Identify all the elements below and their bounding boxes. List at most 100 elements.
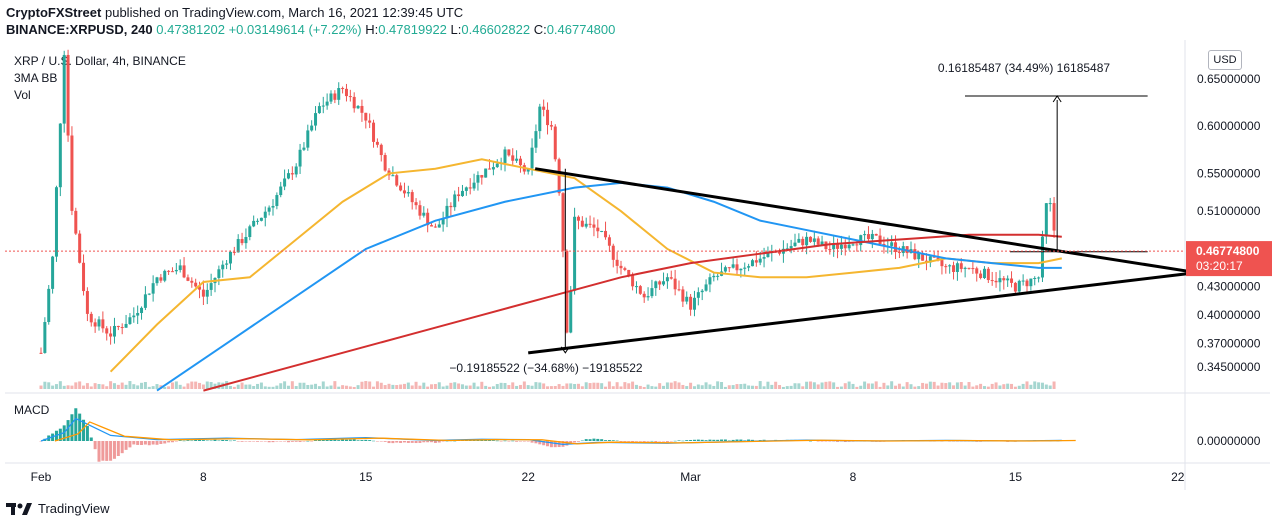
macd-histogram-bar xyxy=(990,441,994,442)
grid xyxy=(5,40,1270,490)
last-price-badge xyxy=(1186,241,1272,277)
macd-histogram-bar xyxy=(700,439,704,441)
macd-histogram-bar xyxy=(909,440,913,441)
candle-body xyxy=(553,126,557,160)
macd-histogram-bar xyxy=(495,440,499,442)
volume-bar xyxy=(101,384,105,389)
macd-histogram-bar xyxy=(754,440,758,441)
macd-histogram-bar xyxy=(1040,440,1044,441)
volume-bar xyxy=(213,383,217,389)
tradingview-brand: TradingView xyxy=(38,501,110,516)
tradingview-logo[interactable]: TradingView xyxy=(6,501,110,516)
macd-histogram-bar xyxy=(781,440,785,442)
volume-bar xyxy=(437,382,441,389)
volume-bar xyxy=(932,381,936,389)
volume-bar xyxy=(685,386,689,389)
published-text: published on TradingView.com, March 16, … xyxy=(104,5,464,20)
macd-histogram-bar xyxy=(963,441,967,442)
volume-bar xyxy=(642,386,646,389)
volume-bar xyxy=(406,382,410,389)
volume-bar xyxy=(488,386,492,389)
candle-body xyxy=(426,212,430,226)
candle-body xyxy=(58,123,62,188)
volume-bar xyxy=(1013,386,1017,389)
macd-pane xyxy=(39,408,1076,462)
macd-histogram-bar xyxy=(634,441,638,442)
macd-histogram-bar xyxy=(998,441,1002,442)
macd-tick-label: 0.00000000 xyxy=(1197,434,1261,448)
macd-histogram-bar xyxy=(298,441,302,443)
volume-bar xyxy=(147,386,151,389)
candle-body xyxy=(201,289,205,297)
volume-bar xyxy=(360,381,364,389)
candle-body xyxy=(294,166,298,175)
macd-histogram-bar xyxy=(372,440,376,442)
macd-histogram-bar xyxy=(271,441,275,443)
macd-histogram-bar xyxy=(290,441,294,442)
candle-body xyxy=(866,234,870,240)
macd-histogram-bar xyxy=(979,441,983,442)
macd-histogram-bar xyxy=(518,441,522,442)
candle-body xyxy=(468,187,472,189)
x-tick-label: 15 xyxy=(359,470,373,484)
volume-bar xyxy=(159,385,163,389)
y-tick-label: 0.65000000 xyxy=(1197,72,1261,86)
macd-histogram-bar xyxy=(770,440,774,442)
candle-body xyxy=(298,149,302,167)
candle-body xyxy=(1025,280,1029,287)
volume-bar xyxy=(936,385,940,389)
y-tick-label: 0.51000000 xyxy=(1197,204,1261,218)
candle-body xyxy=(778,251,782,254)
volume-bar xyxy=(112,383,116,389)
candle-body xyxy=(518,158,522,166)
macd-histogram-bar xyxy=(279,441,283,442)
macd-histogram-bar xyxy=(140,441,144,445)
macd-histogram-bar xyxy=(112,441,116,459)
macd-histogram-bar xyxy=(399,441,403,443)
macd-histogram-bar xyxy=(174,441,178,442)
candle-body xyxy=(402,190,406,194)
macd-histogram-bar xyxy=(932,441,936,442)
volume-bar xyxy=(151,386,155,389)
macd-histogram-bar xyxy=(1060,440,1064,441)
volume-bar xyxy=(275,385,279,389)
volume-bar xyxy=(866,383,870,389)
macd-histogram-bar xyxy=(437,441,441,443)
macd-histogram-bar xyxy=(1048,440,1052,442)
currency-button[interactable]: USD xyxy=(1208,50,1242,70)
macd-histogram-bar xyxy=(851,441,855,442)
candle-body xyxy=(808,236,812,242)
volume-bar xyxy=(870,383,874,389)
macd-histogram-bar xyxy=(507,441,511,442)
volume-bar xyxy=(194,381,198,389)
volume-bar xyxy=(507,385,511,389)
candle-body xyxy=(93,322,97,327)
candle-body xyxy=(116,325,120,328)
high-label: H: xyxy=(365,22,379,37)
candle-body xyxy=(348,96,352,98)
indicator-macd[interactable]: MACD xyxy=(14,403,50,417)
volume-bar xyxy=(665,382,669,389)
macd-histogram-bar xyxy=(120,441,124,454)
macd-histogram-bar xyxy=(723,439,727,441)
macd-histogram-bar xyxy=(789,439,793,441)
indicator-vol[interactable]: Vol xyxy=(14,88,31,102)
candle-body xyxy=(136,313,140,316)
candle-body xyxy=(696,292,700,298)
volume-bar xyxy=(178,384,182,389)
macd-histogram-bar xyxy=(952,441,956,442)
candle-body xyxy=(890,242,894,246)
volume-bar xyxy=(917,386,921,389)
volume-bar xyxy=(426,386,430,389)
candle-body xyxy=(689,296,693,310)
candle-body xyxy=(662,281,666,285)
volume-bar xyxy=(816,384,820,389)
macd-histogram-bar xyxy=(561,441,565,447)
indicator-3ma-bb[interactable]: 3MA BB xyxy=(14,71,58,85)
macd-histogram-bar xyxy=(549,441,553,448)
macd-histogram-bar xyxy=(805,440,809,441)
volume-bar xyxy=(1037,382,1041,389)
candle-body xyxy=(971,268,975,270)
macd-histogram-bar xyxy=(286,441,290,443)
